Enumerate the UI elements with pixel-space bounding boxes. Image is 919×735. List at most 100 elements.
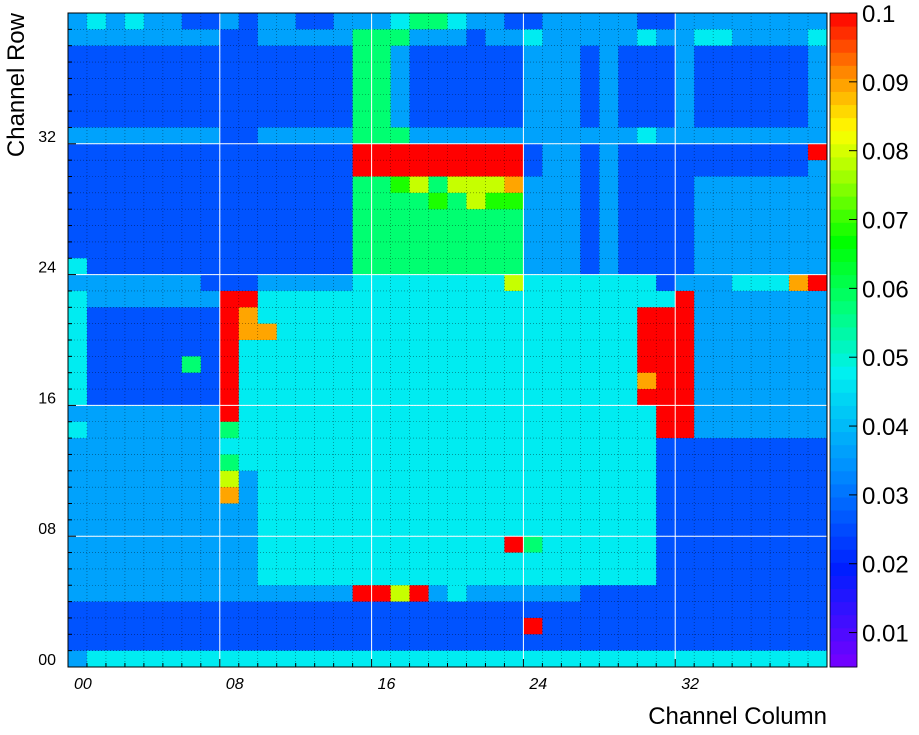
heatmap-cell bbox=[618, 258, 638, 276]
heatmap-cell bbox=[485, 617, 505, 635]
heatmap-cell bbox=[542, 617, 562, 635]
heatmap-cell bbox=[238, 111, 259, 128]
heatmap-cell bbox=[428, 29, 448, 47]
heatmap-cell bbox=[371, 650, 392, 668]
heatmap-cell bbox=[580, 209, 600, 227]
heatmap-cell bbox=[618, 29, 638, 47]
heatmap-cell bbox=[732, 45, 752, 63]
heatmap-cell bbox=[86, 258, 107, 276]
heatmap-cell bbox=[732, 634, 752, 652]
heatmap-cell bbox=[675, 372, 695, 390]
heatmap-cell bbox=[68, 192, 88, 210]
heatmap-cell bbox=[200, 290, 221, 308]
heatmap-cell bbox=[675, 45, 695, 63]
heatmap-cell bbox=[314, 258, 335, 276]
heatmap-cell bbox=[295, 258, 316, 276]
heatmap-cell bbox=[713, 454, 733, 472]
heatmap-cell bbox=[504, 568, 524, 586]
heatmap-cell bbox=[770, 421, 790, 439]
heatmap-cell bbox=[770, 617, 790, 635]
heatmap-cell bbox=[542, 94, 562, 112]
heatmap-cell bbox=[808, 94, 828, 112]
heatmap-cell bbox=[143, 617, 164, 635]
heatmap-cell bbox=[732, 241, 752, 259]
heatmap-cell bbox=[314, 356, 335, 374]
heatmap-cell bbox=[599, 241, 619, 259]
heatmap-cell bbox=[656, 127, 676, 145]
heatmap-cell bbox=[485, 62, 505, 79]
colorbar-band bbox=[830, 91, 857, 106]
heatmap-cell bbox=[656, 290, 676, 308]
heatmap-cell bbox=[200, 487, 221, 504]
heatmap-cell bbox=[694, 323, 714, 341]
heatmap-cell bbox=[390, 503, 411, 521]
heatmap-cell bbox=[542, 634, 562, 652]
heatmap-cell bbox=[656, 323, 676, 341]
heatmap-cell bbox=[447, 258, 467, 276]
heatmap-cell bbox=[751, 13, 771, 30]
heatmap-cell bbox=[181, 536, 202, 554]
heatmap-cell bbox=[789, 503, 809, 521]
heatmap-cell bbox=[68, 454, 88, 472]
heatmap-cell bbox=[789, 62, 809, 79]
heatmap-cell bbox=[694, 111, 714, 128]
heatmap-cell bbox=[238, 568, 259, 586]
heatmap-cell bbox=[656, 274, 676, 292]
heatmap-cell bbox=[276, 454, 297, 472]
heatmap-cell bbox=[770, 78, 790, 96]
heatmap-cell bbox=[162, 340, 183, 357]
heatmap-cell bbox=[238, 62, 259, 79]
heatmap-cell bbox=[447, 143, 467, 161]
heatmap-cell bbox=[485, 127, 505, 145]
heatmap-cell bbox=[124, 274, 145, 292]
heatmap-cell bbox=[770, 29, 790, 47]
heatmap-cell bbox=[561, 176, 581, 194]
heatmap-cell bbox=[124, 487, 145, 504]
heatmap-cell bbox=[732, 160, 752, 177]
heatmap-cell bbox=[656, 192, 676, 210]
heatmap-cell bbox=[390, 617, 411, 635]
heatmap-cell bbox=[789, 405, 809, 423]
heatmap-cell bbox=[694, 454, 714, 472]
heatmap-cell bbox=[352, 389, 373, 406]
heatmap-cell bbox=[732, 307, 752, 325]
heatmap-cell bbox=[219, 62, 240, 79]
heatmap-cell bbox=[200, 45, 221, 63]
heatmap-cell bbox=[504, 536, 524, 554]
heatmap-cell bbox=[295, 568, 316, 586]
heatmap-cell bbox=[523, 617, 543, 635]
heatmap-cell bbox=[219, 552, 240, 570]
heatmap-cell bbox=[808, 470, 828, 488]
heatmap-cell bbox=[523, 307, 543, 325]
heatmap-cell bbox=[466, 634, 486, 652]
heatmap-cell bbox=[219, 617, 240, 635]
heatmap-cell bbox=[618, 519, 638, 537]
heatmap-cell bbox=[447, 62, 467, 79]
heatmap-cell bbox=[371, 307, 392, 325]
heatmap-cell bbox=[314, 94, 335, 112]
heatmap-cell bbox=[86, 356, 107, 374]
heatmap-cell bbox=[466, 29, 486, 47]
heatmap-cell bbox=[542, 127, 562, 145]
x-axis-ticks: 00 08 16 24 32 bbox=[67, 659, 809, 693]
heatmap-cell bbox=[504, 421, 524, 439]
heatmap-cell bbox=[428, 62, 448, 79]
heatmap-cell bbox=[124, 568, 145, 586]
colorbar-band bbox=[830, 39, 857, 53]
heatmap-cell bbox=[770, 519, 790, 537]
heatmap-cell bbox=[68, 340, 88, 357]
heatmap-cell bbox=[713, 438, 733, 455]
heatmap-cell bbox=[504, 356, 524, 374]
heatmap-cell bbox=[751, 356, 771, 374]
heatmap-cell bbox=[637, 127, 657, 145]
heatmap-cell bbox=[732, 323, 752, 341]
heatmap-cell bbox=[276, 225, 297, 243]
heatmap-cell bbox=[561, 389, 581, 406]
heatmap-cell bbox=[732, 209, 752, 227]
heatmap-cell bbox=[732, 13, 752, 30]
heatmap-cell bbox=[390, 78, 411, 96]
heatmap-cell bbox=[295, 241, 316, 259]
heatmap-cell bbox=[751, 340, 771, 357]
heatmap-cell bbox=[751, 470, 771, 488]
